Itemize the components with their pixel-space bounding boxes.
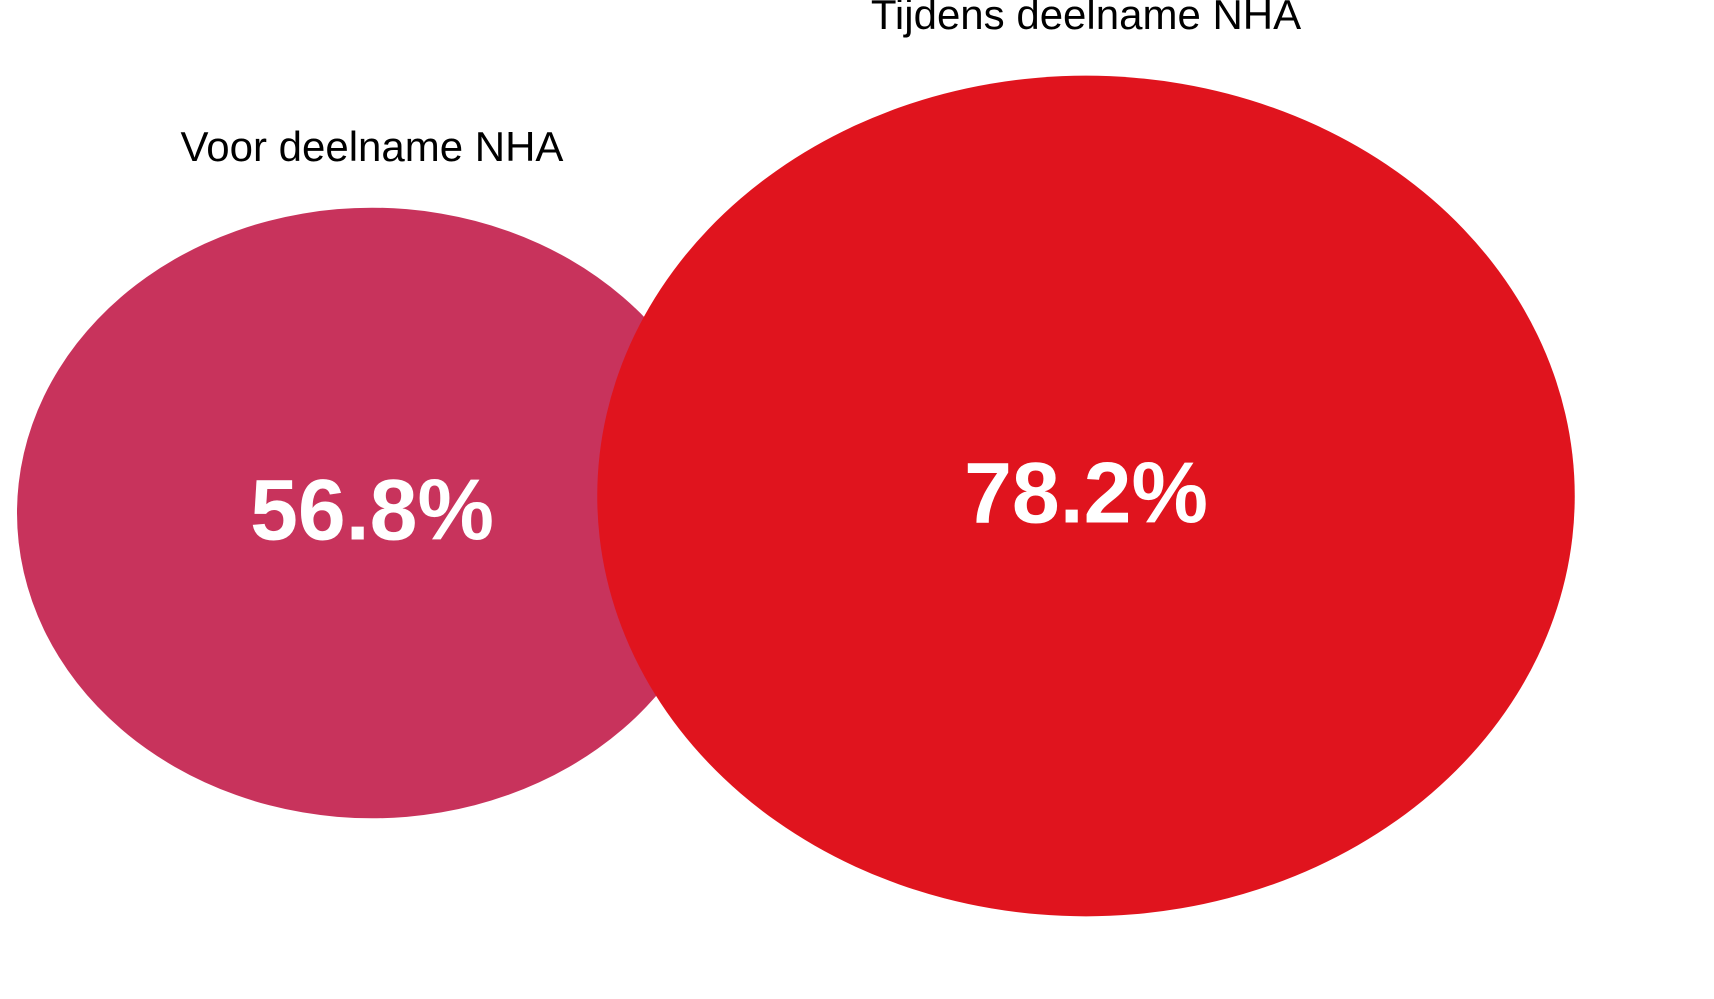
category-label: Tijdens deelname NHA — [871, 0, 1301, 38]
value-label: 56.8% — [250, 463, 494, 559]
bubble — [17, 207, 727, 819]
category-label: Voor deelname NHA — [181, 123, 564, 170]
bubble — [597, 75, 1575, 917]
value-label: 78.2% — [964, 446, 1208, 542]
